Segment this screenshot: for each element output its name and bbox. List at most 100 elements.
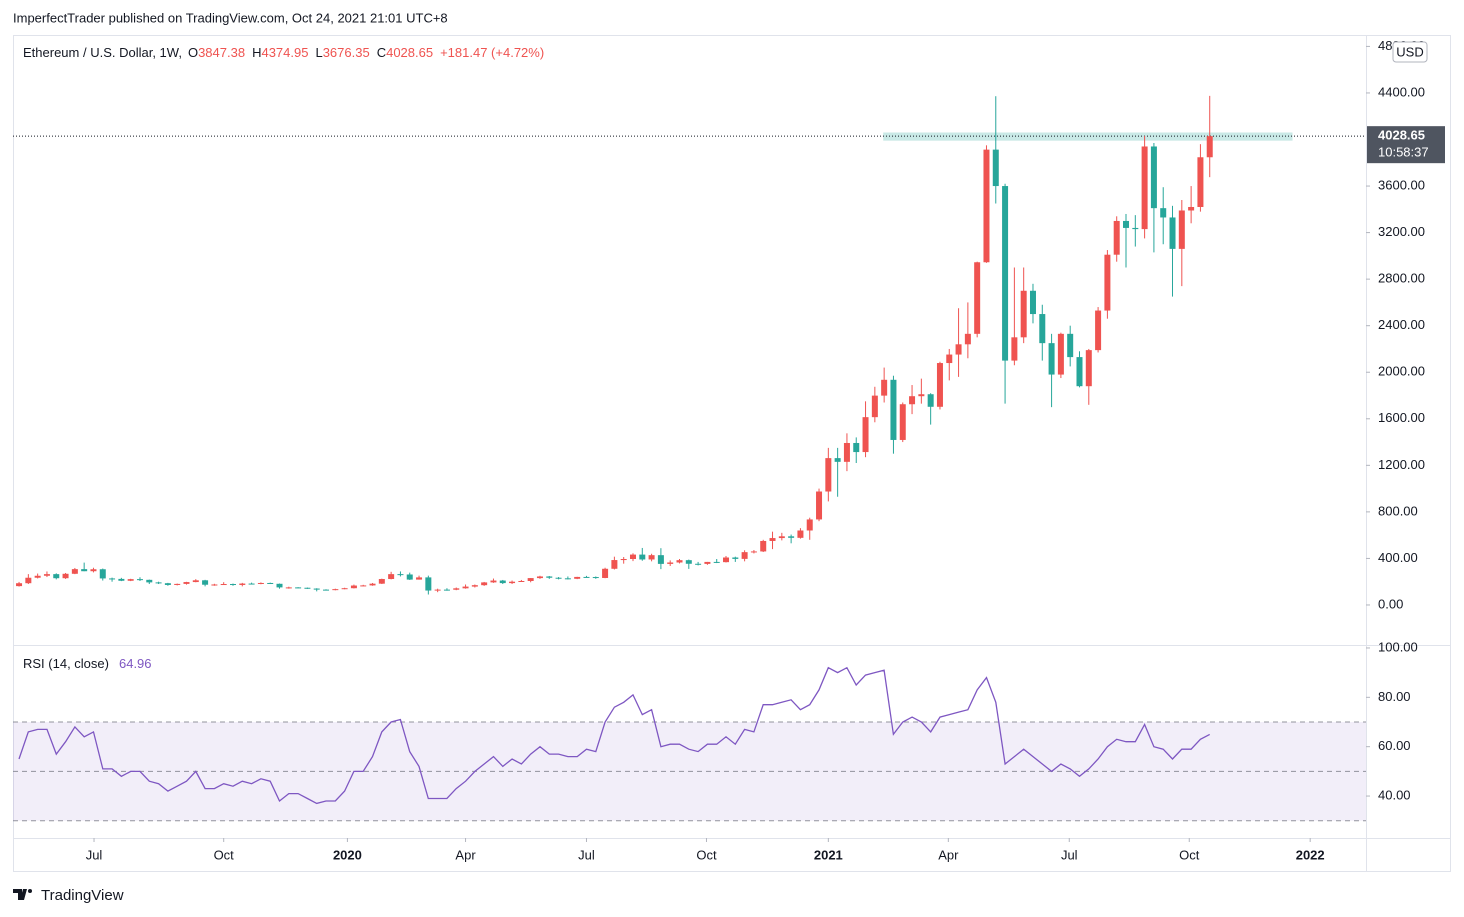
candle-body [555, 577, 562, 579]
candle-body [127, 579, 134, 581]
candle-body [1002, 186, 1009, 361]
candle-body [1011, 337, 1018, 361]
candle-body [323, 589, 330, 591]
price-tick-label: 0.00 [1378, 596, 1403, 611]
rsi-legend: RSI (14, close) 64.96 [23, 656, 152, 671]
candle-body [862, 417, 869, 453]
candle-body [1206, 136, 1213, 158]
candle-body [71, 569, 78, 574]
candle-body [964, 333, 971, 345]
candle-body [229, 584, 236, 586]
time-tick-label: Apr [938, 847, 959, 862]
candle-body [313, 588, 320, 590]
candle-body [341, 588, 348, 590]
candle-body [25, 577, 32, 584]
candle-body [369, 583, 376, 586]
rsi-tick-label: 60.00 [1378, 738, 1411, 753]
candle-body [109, 578, 116, 580]
candle-body [983, 149, 990, 263]
time-tick-label: Jul [86, 847, 103, 862]
candle-body [825, 458, 832, 492]
candle-body [462, 586, 469, 589]
candle-body [741, 552, 748, 559]
candle-body [1095, 310, 1102, 351]
candle-body [853, 442, 860, 453]
candle-body [1132, 227, 1139, 230]
candle-body [1029, 290, 1036, 315]
candle-body [16, 583, 23, 587]
candle-body [574, 576, 581, 579]
candle-body [183, 582, 190, 584]
publish-header: ImperfectTrader published on TradingView… [13, 10, 448, 25]
candle-body [388, 574, 395, 580]
candle-body [443, 589, 450, 591]
candle-body [713, 561, 720, 563]
candle-body [453, 588, 460, 590]
candle-body [909, 396, 916, 405]
candle-body [239, 583, 246, 585]
candle-body [816, 491, 823, 520]
candle-body [406, 574, 413, 580]
candle-body [518, 580, 525, 582]
price-tick-label: 2000.00 [1378, 364, 1425, 379]
h-value: 4374.95 [261, 45, 308, 60]
candle-body [974, 262, 981, 334]
candle-body [769, 538, 776, 541]
price-tick-label: 4400.00 [1378, 84, 1425, 99]
change: +181.47 (+4.72%) [440, 45, 544, 60]
logo-mark [13, 889, 27, 900]
candle-body [695, 563, 702, 565]
candle-body [1057, 333, 1064, 375]
candle-body [890, 379, 897, 440]
o-value: 3847.38 [198, 45, 245, 60]
candle-body [927, 394, 934, 407]
candle-body [350, 585, 357, 589]
currency: USD [1396, 44, 1423, 59]
candle-body [546, 576, 553, 578]
logo [13, 889, 32, 900]
symbol: Ethereum / U.S. Dollar, 1W, [23, 45, 182, 60]
time-tick-label: Jul [578, 847, 595, 862]
candle-body [34, 575, 41, 578]
time-tick-label: Oct [696, 847, 717, 862]
candle-body [899, 404, 906, 440]
time-tick-label: Apr [455, 847, 476, 862]
candle-body [53, 574, 60, 579]
price-tick-label: 3600.00 [1378, 177, 1425, 192]
candle-body [174, 583, 181, 585]
last-price-box [1367, 126, 1445, 164]
candle-body [490, 580, 497, 583]
rsi-tick-label: 100.00 [1378, 639, 1418, 654]
plot [13, 95, 1366, 822]
candle-body [332, 589, 339, 591]
candle-body [1076, 357, 1083, 387]
time-tick-label: Oct [1179, 847, 1200, 862]
candle-body [797, 530, 804, 538]
h-label: H [252, 45, 261, 60]
candle-body [648, 555, 655, 560]
c-value: 4028.65 [386, 45, 433, 60]
chart-frame [13, 35, 1451, 872]
rsi-value: 64.96 [119, 656, 152, 671]
candle-body [1113, 220, 1120, 255]
c-label: C [377, 45, 386, 60]
candle-body [360, 585, 367, 587]
candle-body [685, 560, 692, 564]
time-tick-label: 2020 [333, 847, 362, 862]
candle-body [285, 587, 292, 589]
candle-body [936, 363, 943, 407]
candle-body [732, 557, 739, 559]
l-label: L [315, 45, 322, 60]
candle-body [295, 587, 302, 589]
candle-body [164, 583, 171, 585]
candle-body [416, 577, 423, 580]
candle-body [536, 576, 543, 579]
candle-body [750, 551, 757, 553]
candle-body [1123, 220, 1130, 228]
candle-body [378, 579, 385, 584]
l-value: 3676.35 [323, 45, 370, 60]
candle-body [620, 559, 627, 561]
candle-body [118, 578, 125, 581]
